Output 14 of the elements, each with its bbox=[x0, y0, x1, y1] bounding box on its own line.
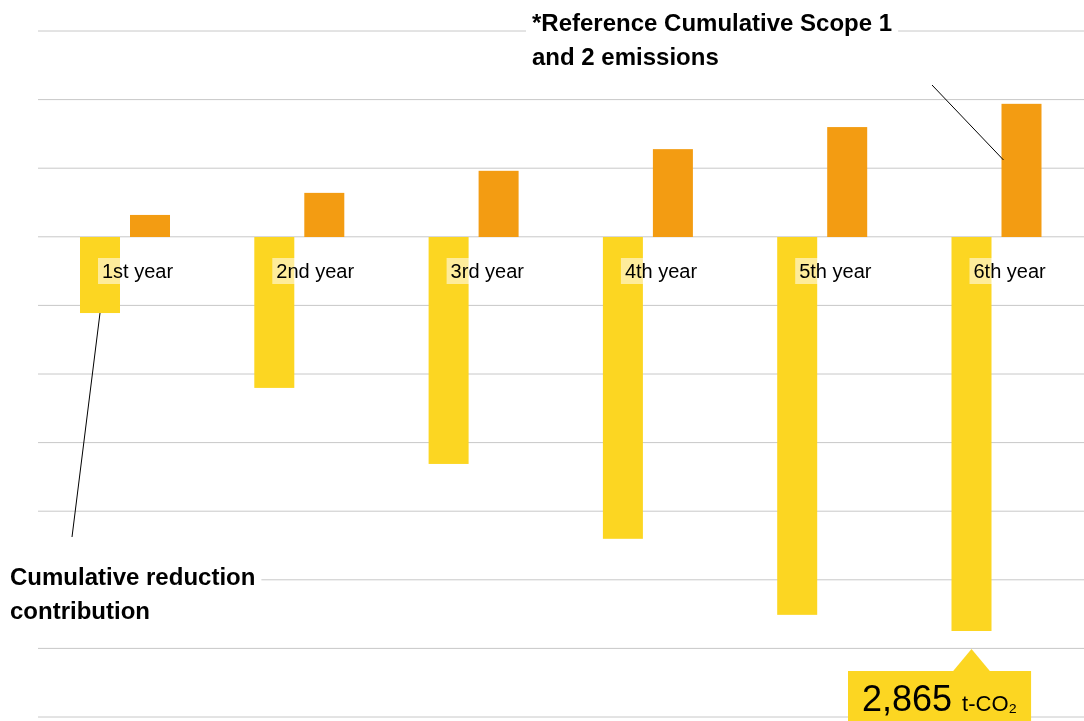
x-tick-label: 1st year bbox=[102, 260, 174, 282]
x-tick-label: 5th year bbox=[799, 260, 872, 282]
x-tick-label: 6th year bbox=[973, 260, 1047, 282]
bar bbox=[1001, 103, 1042, 237]
bar bbox=[827, 127, 868, 237]
bar bbox=[478, 170, 519, 237]
text: Cumulative reduction contribution bbox=[10, 563, 256, 624]
bar bbox=[304, 192, 345, 237]
x-tick-label: 4th year bbox=[624, 260, 698, 282]
x-tick-label: 3rd year bbox=[450, 260, 525, 282]
x-tick-label: 2nd year bbox=[276, 260, 355, 282]
text: *Reference Cumulative Scope 1 and 2 emissions bbox=[532, 9, 893, 70]
bar bbox=[652, 149, 693, 237]
bar bbox=[130, 214, 170, 237]
